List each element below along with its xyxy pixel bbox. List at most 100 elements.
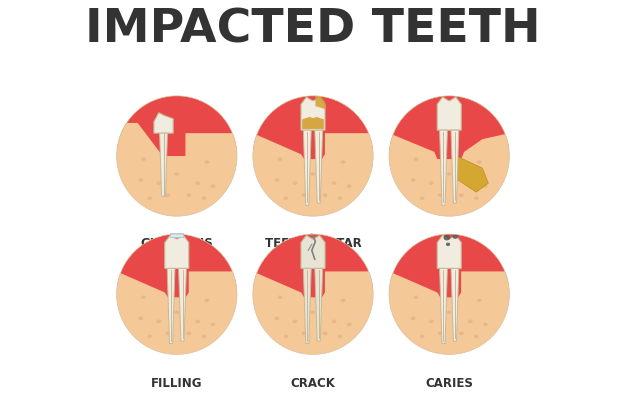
- Ellipse shape: [429, 319, 434, 323]
- Ellipse shape: [459, 332, 464, 335]
- Ellipse shape: [414, 157, 419, 161]
- Ellipse shape: [483, 323, 488, 326]
- Polygon shape: [116, 234, 237, 297]
- Polygon shape: [154, 113, 173, 133]
- Text: IMPACTED TEETH: IMPACTED TEETH: [85, 8, 541, 53]
- Ellipse shape: [411, 317, 416, 320]
- Ellipse shape: [341, 299, 346, 302]
- Ellipse shape: [419, 334, 424, 338]
- Ellipse shape: [187, 332, 191, 335]
- Ellipse shape: [447, 172, 451, 176]
- Circle shape: [116, 96, 237, 216]
- Ellipse shape: [477, 299, 482, 302]
- Circle shape: [389, 234, 510, 354]
- Ellipse shape: [443, 235, 450, 241]
- Ellipse shape: [483, 184, 488, 188]
- Ellipse shape: [187, 193, 191, 197]
- Ellipse shape: [453, 234, 458, 239]
- Polygon shape: [315, 130, 322, 203]
- Polygon shape: [253, 96, 373, 159]
- Ellipse shape: [302, 332, 306, 335]
- Polygon shape: [316, 96, 325, 109]
- Polygon shape: [389, 234, 510, 297]
- Ellipse shape: [165, 193, 170, 197]
- Polygon shape: [301, 97, 325, 130]
- Ellipse shape: [302, 193, 306, 197]
- Ellipse shape: [411, 178, 416, 182]
- Ellipse shape: [322, 193, 327, 197]
- Ellipse shape: [459, 193, 464, 197]
- Ellipse shape: [477, 160, 482, 164]
- Polygon shape: [253, 234, 373, 297]
- Ellipse shape: [284, 334, 289, 338]
- Ellipse shape: [274, 317, 279, 320]
- Ellipse shape: [274, 178, 279, 182]
- Ellipse shape: [347, 184, 352, 188]
- Text: CARIES: CARIES: [425, 377, 473, 390]
- Polygon shape: [439, 130, 448, 206]
- Ellipse shape: [156, 319, 161, 323]
- Ellipse shape: [147, 334, 152, 338]
- Ellipse shape: [156, 181, 161, 185]
- Ellipse shape: [474, 334, 479, 338]
- Ellipse shape: [438, 332, 443, 335]
- Ellipse shape: [202, 334, 207, 338]
- Ellipse shape: [341, 160, 346, 164]
- Polygon shape: [315, 269, 322, 341]
- Ellipse shape: [205, 299, 209, 302]
- Polygon shape: [170, 233, 183, 236]
- Text: CRACK: CRACK: [290, 377, 336, 390]
- Ellipse shape: [195, 181, 200, 185]
- Text: FILLING: FILLING: [151, 377, 203, 390]
- Ellipse shape: [165, 332, 170, 335]
- Polygon shape: [167, 269, 175, 344]
- Text: TEETH TARTAR: TEETH TARTAR: [265, 237, 361, 250]
- Ellipse shape: [419, 196, 424, 200]
- Polygon shape: [304, 130, 311, 206]
- Ellipse shape: [429, 181, 434, 185]
- Polygon shape: [437, 97, 461, 130]
- Polygon shape: [165, 235, 189, 269]
- Polygon shape: [437, 235, 461, 269]
- Ellipse shape: [175, 172, 179, 176]
- Polygon shape: [160, 133, 168, 196]
- Polygon shape: [178, 269, 187, 341]
- Ellipse shape: [292, 319, 297, 323]
- Polygon shape: [116, 96, 237, 156]
- Ellipse shape: [310, 172, 316, 176]
- Polygon shape: [452, 156, 488, 192]
- Ellipse shape: [322, 332, 327, 335]
- Ellipse shape: [447, 311, 451, 314]
- Ellipse shape: [438, 193, 443, 197]
- Ellipse shape: [277, 296, 282, 299]
- Ellipse shape: [205, 160, 209, 164]
- Ellipse shape: [347, 323, 352, 326]
- Ellipse shape: [147, 196, 152, 200]
- Ellipse shape: [277, 157, 282, 161]
- Ellipse shape: [284, 196, 289, 200]
- Ellipse shape: [141, 296, 146, 299]
- Ellipse shape: [210, 323, 215, 326]
- Ellipse shape: [138, 317, 143, 320]
- Ellipse shape: [468, 181, 473, 185]
- Polygon shape: [451, 269, 459, 341]
- Ellipse shape: [210, 184, 215, 188]
- Ellipse shape: [332, 181, 336, 185]
- Polygon shape: [451, 130, 459, 203]
- Polygon shape: [304, 269, 311, 344]
- Circle shape: [389, 96, 510, 216]
- Circle shape: [253, 234, 373, 354]
- Ellipse shape: [332, 319, 336, 323]
- Text: GINGIVITIS: GINGIVITIS: [140, 237, 213, 250]
- Ellipse shape: [141, 157, 146, 161]
- Ellipse shape: [474, 196, 479, 200]
- Ellipse shape: [468, 319, 473, 323]
- Circle shape: [253, 96, 373, 216]
- Ellipse shape: [292, 181, 297, 185]
- Ellipse shape: [414, 296, 419, 299]
- Polygon shape: [439, 269, 448, 344]
- Ellipse shape: [337, 196, 342, 200]
- Ellipse shape: [446, 243, 450, 246]
- Polygon shape: [302, 117, 324, 129]
- Ellipse shape: [310, 311, 316, 314]
